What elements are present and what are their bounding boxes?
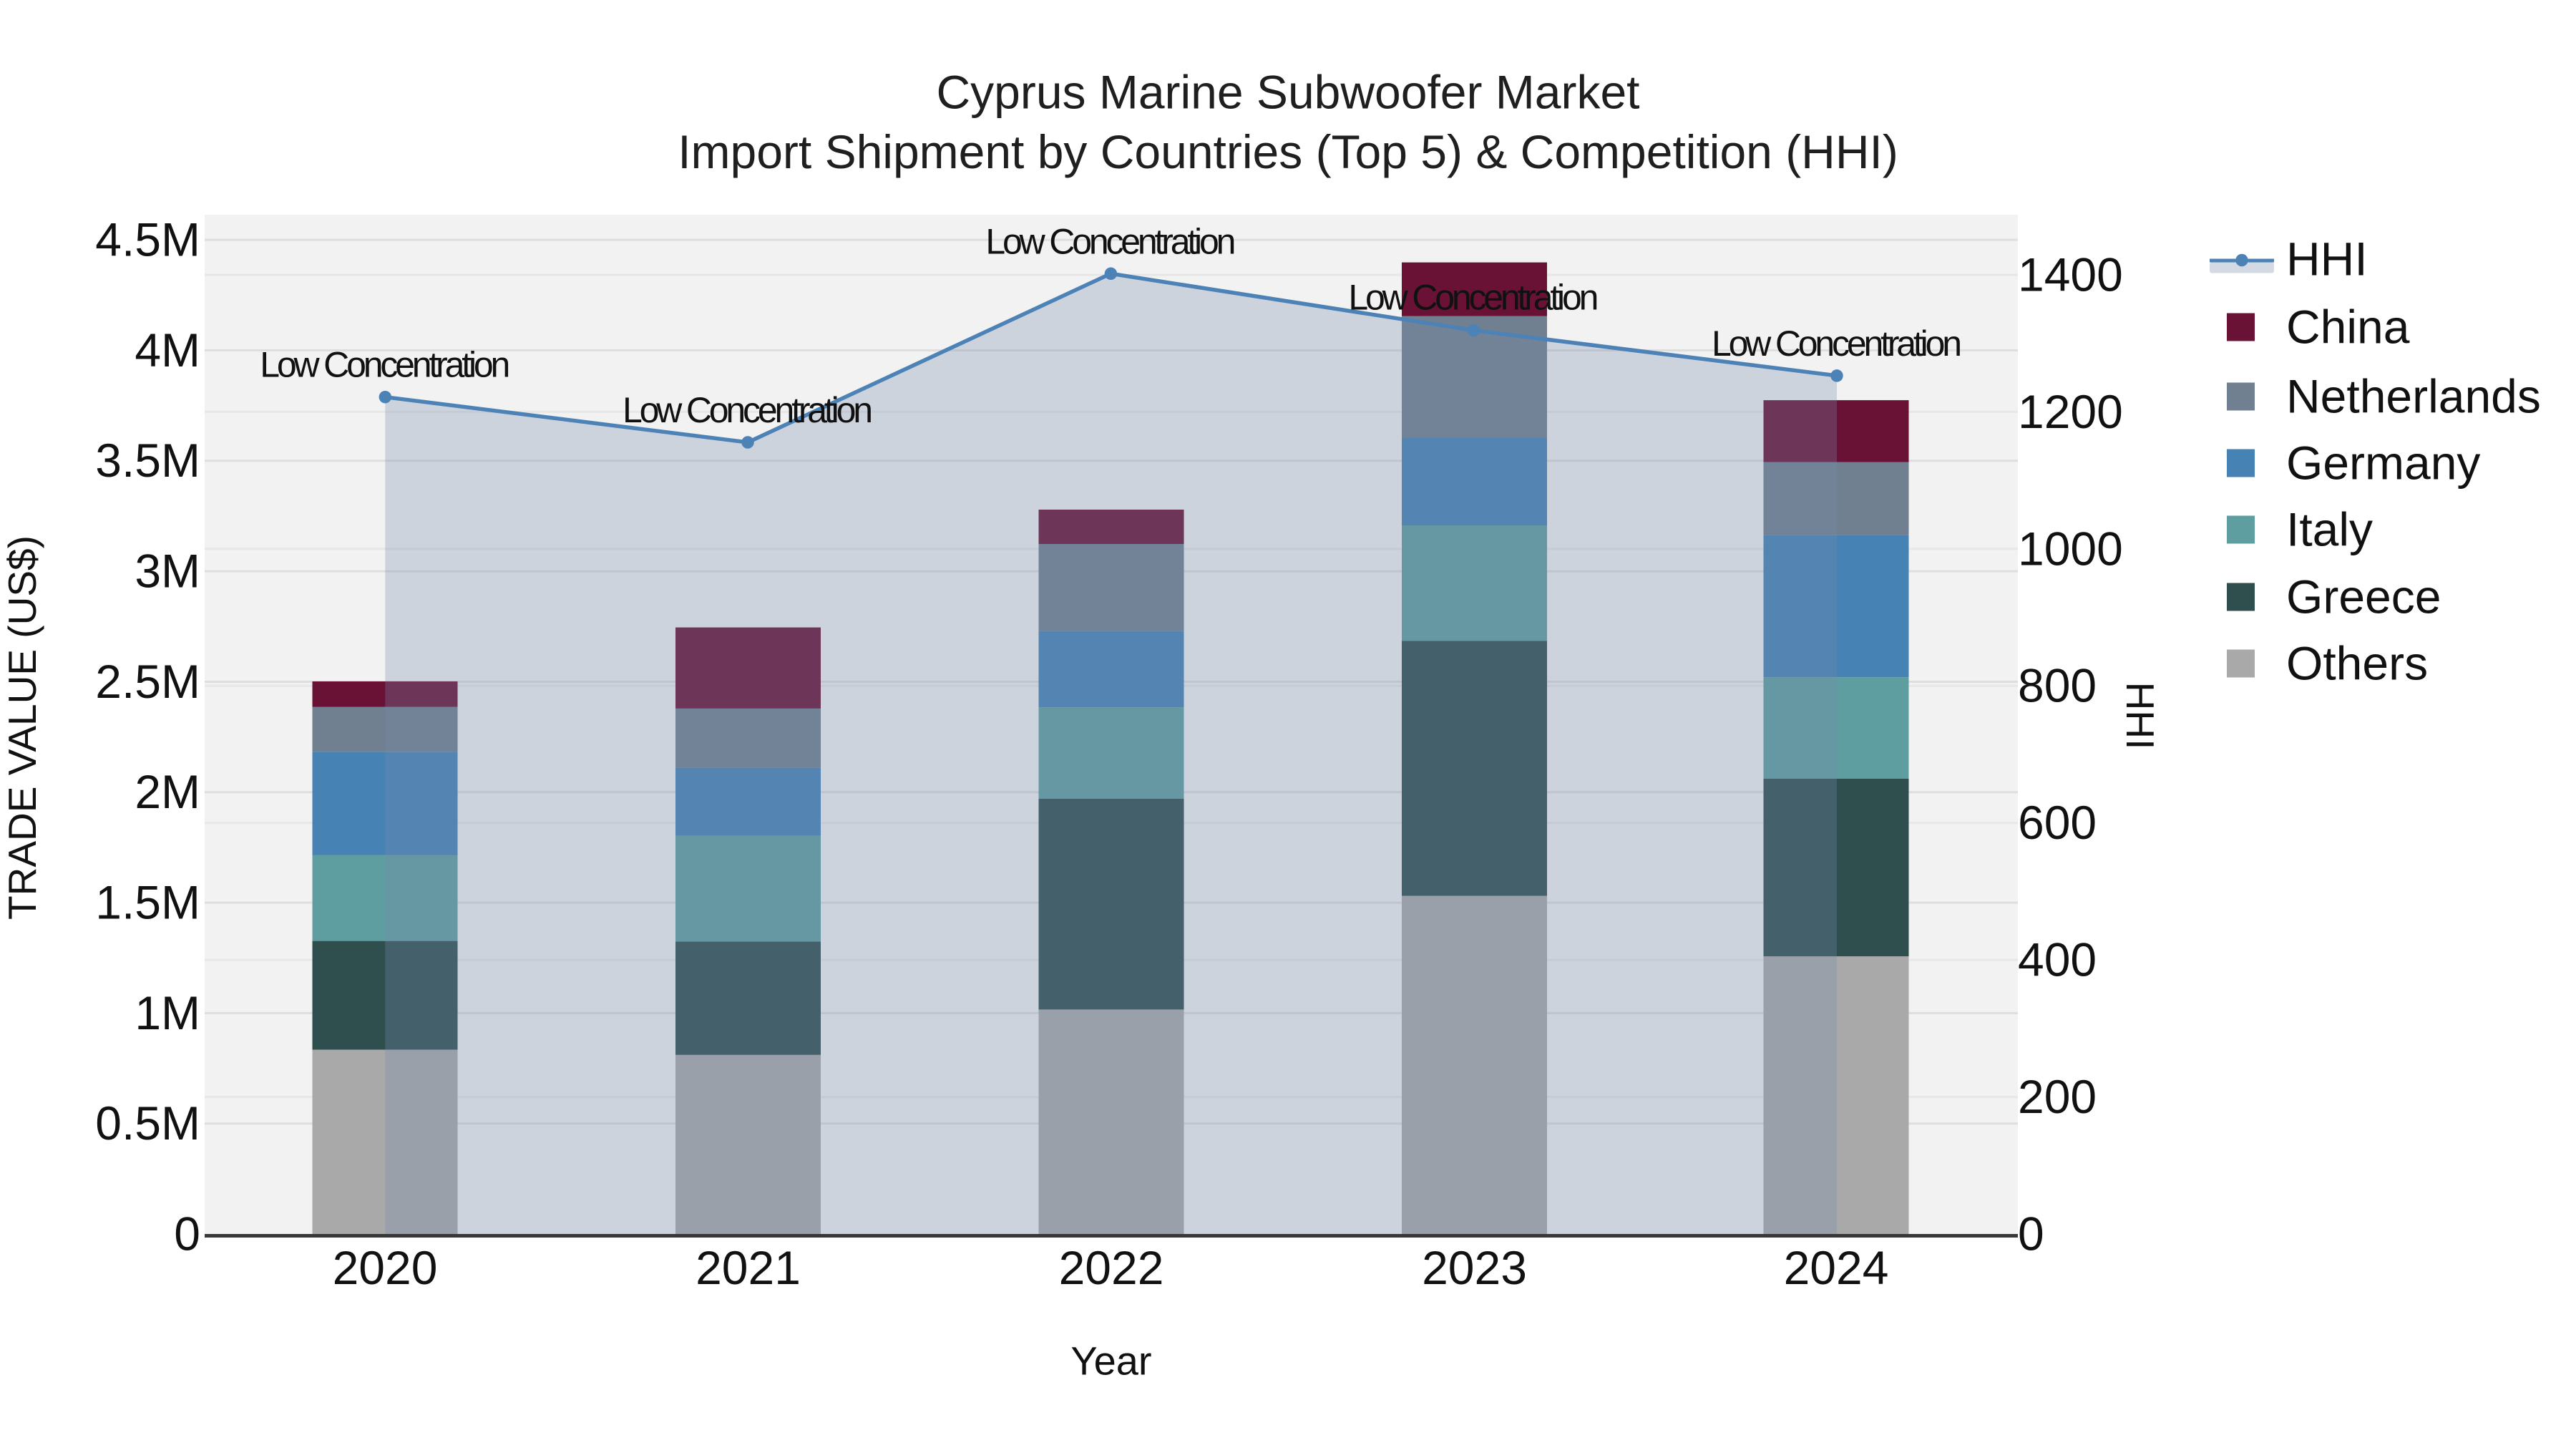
svg-text:3.5M: 3.5M [95,434,200,487]
svg-text:600: 600 [2018,796,2097,849]
svg-text:Low Concentration: Low Concentration [623,390,873,430]
svg-text:2024: 2024 [1784,1241,1889,1294]
svg-text:Germany: Germany [2286,436,2480,489]
svg-text:Netherlands: Netherlands [2286,369,2541,422]
svg-text:4.5M: 4.5M [95,213,200,266]
svg-text:China: China [2286,300,2410,353]
svg-text:Italy: Italy [2286,502,2373,555]
svg-text:400: 400 [2018,933,2097,986]
svg-text:Cyprus Marine Subwoofer Market: Cyprus Marine Subwoofer Market [936,66,1639,119]
svg-text:1000: 1000 [2018,522,2123,575]
svg-text:HHI: HHI [2118,682,2162,750]
svg-text:Low Concentration: Low Concentration [260,345,510,385]
svg-text:2022: 2022 [1059,1241,1164,1294]
svg-text:1400: 1400 [2018,248,2123,301]
svg-text:0: 0 [2018,1207,2044,1260]
svg-text:2020: 2020 [333,1241,438,1294]
svg-text:200: 200 [2018,1070,2097,1123]
svg-text:2023: 2023 [1422,1241,1527,1294]
svg-text:2M: 2M [135,765,200,818]
svg-text:800: 800 [2018,659,2097,712]
svg-text:Low Concentration: Low Concentration [1348,278,1599,318]
svg-text:4M: 4M [135,324,200,376]
svg-text:3M: 3M [135,545,200,598]
svg-text:2021: 2021 [696,1241,801,1294]
svg-text:0: 0 [174,1207,200,1260]
svg-text:2.5M: 2.5M [95,655,200,708]
svg-text:Import Shipment by Countries (: Import Shipment by Countries (Top 5) & C… [678,125,1898,178]
svg-text:1200: 1200 [2018,385,2123,438]
svg-text:Year: Year [1070,1338,1151,1384]
svg-text:1.5M: 1.5M [95,876,200,929]
svg-text:Low Concentration: Low Concentration [1712,324,1962,364]
svg-text:TRADE VALUE (US$): TRADE VALUE (US$) [0,535,44,920]
svg-text:Low Concentration: Low Concentration [985,221,1236,261]
svg-text:Others: Others [2286,636,2428,689]
svg-text:Greece: Greece [2286,570,2441,623]
svg-text:HHI: HHI [2286,232,2368,285]
svg-text:1M: 1M [135,986,200,1039]
svg-text:0.5M: 0.5M [95,1097,200,1150]
